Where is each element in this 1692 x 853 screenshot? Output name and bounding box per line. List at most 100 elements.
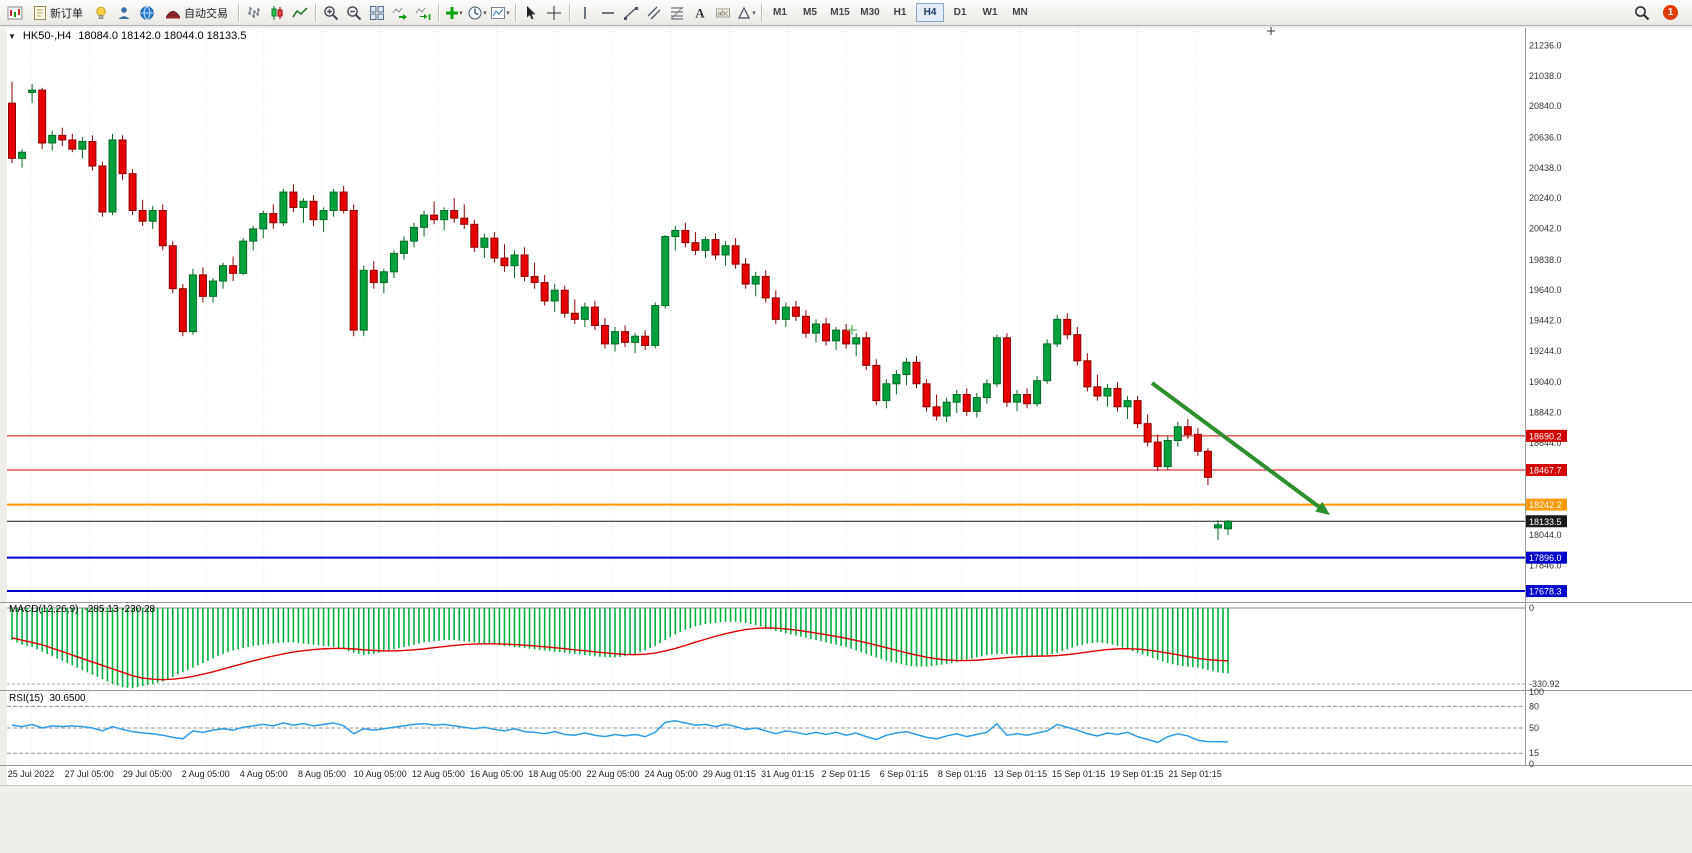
symbol-dropdown-icon[interactable]: ▼: [8, 31, 16, 41]
svg-text:15 Sep 01:15: 15 Sep 01:15: [1052, 769, 1106, 779]
crosshair-icon: [547, 5, 561, 20]
candlestick-series[interactable]: [8, 81, 1233, 541]
search-icon: [1635, 5, 1650, 20]
svg-text:50: 50: [1529, 723, 1539, 733]
toolbar-separator: [438, 3, 439, 22]
auto-trading-button[interactable]: 自动交易: [159, 3, 234, 23]
new-chart-button[interactable]: [4, 3, 26, 23]
main-toolbar: 新订单 自动交易 ▾ ▾ ▾ A abc ▾ M: [0, 0, 1692, 26]
search-button[interactable]: [1631, 3, 1653, 23]
macd-signal-line: [11, 627, 1229, 681]
svg-text:6 Sep 01:15: 6 Sep 01:15: [880, 769, 929, 779]
svg-text:A: A: [695, 5, 705, 20]
new-order-label: 新订单: [50, 7, 83, 20]
profile-button[interactable]: [113, 3, 135, 23]
svg-text:17896.0: 17896.0: [1529, 553, 1562, 563]
svg-text:20438.0: 20438.0: [1529, 163, 1562, 173]
insert-indicator-button[interactable]: ▾: [443, 3, 465, 23]
price-axis[interactable]: 21236.0 21038.0 20840.0 20636.0 20438.0 20240…: [1526, 40, 1567, 598]
svg-text:19244.0: 19244.0: [1529, 346, 1562, 356]
svg-text:100: 100: [1529, 687, 1544, 697]
timeframe-M15[interactable]: M15: [830, 7, 850, 18]
timeframe-D1[interactable]: D1: [953, 7, 967, 18]
svg-text:2 Sep 01:15: 2 Sep 01:15: [822, 769, 871, 779]
svg-text:2 Aug 05:00: 2 Aug 05:00: [182, 769, 230, 779]
timeframe-M5[interactable]: M5: [803, 7, 817, 18]
svg-text:24 Aug 05:00: 24 Aug 05:00: [645, 769, 698, 779]
zoom-out-icon: [347, 5, 362, 20]
zoom-out-button[interactable]: [343, 3, 365, 23]
ideas-button[interactable]: [90, 3, 112, 23]
chart-canvas[interactable]: 21236.0 21038.0 20840.0 20636.0 20438.0 20240…: [0, 27, 1692, 853]
price-label-box: [1526, 464, 1567, 477]
svg-text:8 Aug 05:00: 8 Aug 05:00: [298, 769, 346, 779]
svg-text:abc: abc: [717, 10, 729, 17]
price-label-box: [1526, 551, 1567, 564]
timeframe-MN[interactable]: MN: [1012, 7, 1028, 18]
bar-chart-icon: [248, 6, 260, 18]
timeframe-toolbar: M1 M5 M15 M30 H1 H4 D1 W1 MN: [766, 3, 1034, 22]
auto-trading-icon: [166, 10, 180, 18]
timeframe-W1[interactable]: W1: [982, 7, 998, 18]
text-label-button[interactable]: abc: [712, 3, 734, 23]
svg-text:18644.0: 18644.0: [1529, 438, 1562, 448]
date-axis[interactable]: 25 Jul 2022 27 Jul 05:00 29 Jul 05:00 2 Aug…: [8, 769, 1222, 779]
timeframe-H1[interactable]: H1: [893, 7, 907, 18]
horizontal-line-icon: [602, 11, 614, 14]
horizontal-line-button[interactable]: [597, 3, 619, 23]
level-lines[interactable]: [7, 435, 1525, 593]
vertical-line-icon: [584, 6, 586, 19]
chevron-down-icon: ▾: [506, 9, 510, 17]
clock-icon: [468, 6, 482, 19]
template-icon: [491, 6, 506, 19]
tile-windows-button[interactable]: [366, 3, 388, 23]
rsi-line: [11, 720, 1229, 744]
trendline-button[interactable]: [620, 3, 642, 23]
svg-text:-330.92: -330.92: [1529, 679, 1560, 689]
fibonacci-button[interactable]: [666, 3, 688, 23]
toolbar-separator: [315, 3, 316, 22]
new-order-icon: [34, 5, 46, 20]
zoom-in-button[interactable]: [320, 3, 342, 23]
community-button[interactable]: [136, 3, 158, 23]
new-chart-icon: [7, 6, 22, 19]
price-label-box: [1526, 498, 1567, 511]
svg-text:21038.0: 21038.0: [1529, 71, 1562, 81]
text-tool-button[interactable]: A: [689, 3, 711, 23]
line-chart-button[interactable]: [289, 3, 311, 23]
new-order-button[interactable]: 新订单: [27, 3, 89, 23]
chart-shift-button[interactable]: [412, 3, 434, 23]
insert-indicator-icon: [446, 6, 459, 19]
notification-badge[interactable]: 1: [1663, 5, 1678, 20]
svg-text:29 Jul 05:00: 29 Jul 05:00: [123, 769, 172, 779]
lightbulb-icon: [96, 6, 106, 19]
svg-text:16 Aug 05:00: 16 Aug 05:00: [470, 769, 523, 779]
templates-button[interactable]: ▾: [489, 3, 511, 23]
text-label-icon: abc: [716, 8, 730, 17]
crosshair-button[interactable]: [543, 3, 565, 23]
svg-text:18842.0: 18842.0: [1529, 408, 1562, 418]
auto-trading-label: 自动交易: [184, 7, 228, 20]
svg-text:4 Aug 05:00: 4 Aug 05:00: [240, 769, 288, 779]
bar-chart-button[interactable]: [243, 3, 265, 23]
shapes-button[interactable]: ▾: [735, 3, 757, 23]
auto-scroll-button[interactable]: [389, 3, 411, 23]
candlestick-chart-button[interactable]: [266, 3, 288, 23]
toolbar-separator: [569, 3, 570, 22]
timeframe-H4[interactable]: H4: [916, 3, 944, 22]
chart-shift-icon: [415, 7, 431, 20]
trend-arrow[interactable]: [1150, 381, 1320, 509]
svg-text:18 Aug 05:00: 18 Aug 05:00: [528, 769, 581, 779]
rsi-value: 30.6500: [49, 693, 86, 704]
vertical-line-button[interactable]: [574, 3, 596, 23]
svg-text:19040.0: 19040.0: [1529, 377, 1562, 387]
timeframe-M30[interactable]: M30: [860, 7, 880, 18]
chart-window: 21236.0 21038.0 20840.0 20636.0 20438.0 20240…: [0, 27, 1692, 853]
equidistant-channel-button[interactable]: [643, 3, 665, 23]
periods-button[interactable]: ▾: [466, 3, 488, 23]
timeframe-M1[interactable]: M1: [773, 7, 787, 18]
svg-text:22 Aug 05:00: 22 Aug 05:00: [586, 769, 639, 779]
cursor-icon: [527, 5, 536, 19]
cursor-button[interactable]: [520, 3, 542, 23]
